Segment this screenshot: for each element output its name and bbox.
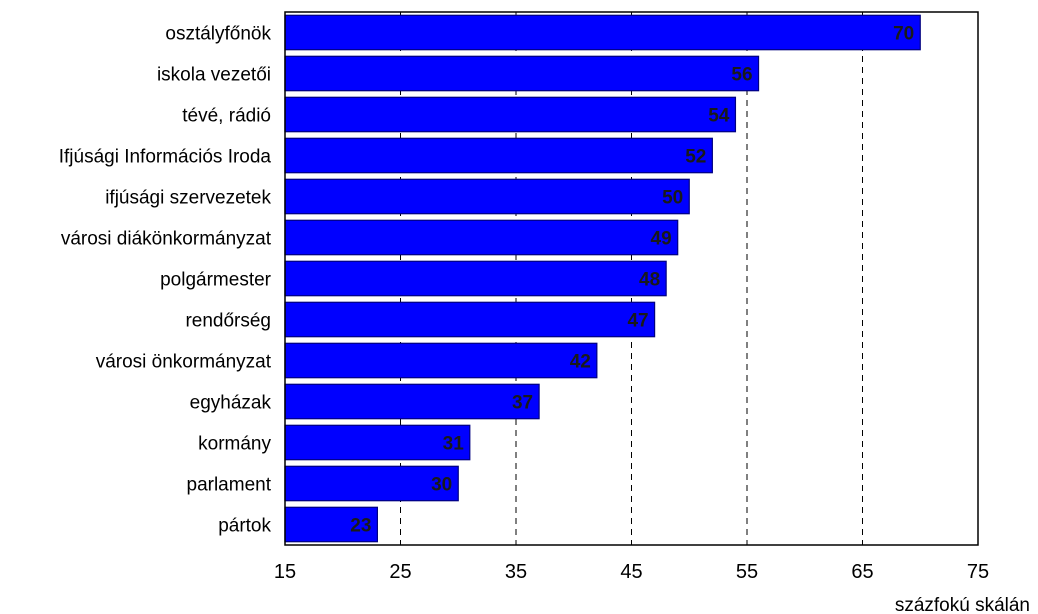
category-label: városi diákönkormányzat bbox=[61, 229, 272, 250]
category-label: egyházak bbox=[190, 393, 272, 414]
plot-frame bbox=[284, 11, 979, 546]
x-tick-label: 45 bbox=[620, 561, 642, 583]
bar bbox=[284, 14, 921, 51]
category-label: Ifjúsági Információs Iroda bbox=[59, 147, 272, 168]
x-tick-label: 55 bbox=[736, 561, 758, 583]
category-label: pártok bbox=[218, 516, 271, 537]
bar bbox=[284, 96, 737, 133]
value-label: 31 bbox=[443, 434, 465, 455]
x-axis-title: százfokú skálán bbox=[895, 595, 1030, 614]
x-tick-label: 35 bbox=[505, 561, 527, 583]
value-label: 37 bbox=[512, 393, 533, 414]
bar bbox=[284, 383, 540, 420]
category-label: rendőrség bbox=[185, 311, 271, 332]
value-label: 49 bbox=[651, 229, 672, 250]
category-label: tévé, rádió bbox=[182, 106, 271, 127]
bar bbox=[284, 260, 667, 297]
value-label: 30 bbox=[431, 475, 452, 496]
value-label: 47 bbox=[627, 311, 648, 332]
x-tick-label: 75 bbox=[967, 561, 989, 583]
bar bbox=[284, 342, 598, 379]
value-label: 54 bbox=[708, 106, 730, 127]
value-label: 48 bbox=[639, 270, 660, 291]
value-label: 70 bbox=[893, 24, 914, 45]
bars bbox=[284, 14, 921, 543]
value-label: 52 bbox=[685, 147, 706, 168]
x-tick-labels: 15 25 35 45 55 65 75 bbox=[274, 561, 989, 583]
value-label: 56 bbox=[731, 65, 752, 86]
value-label: 42 bbox=[570, 352, 591, 373]
x-tick-label: 25 bbox=[389, 561, 411, 583]
category-label: ifjúsági szervezetek bbox=[105, 188, 271, 209]
category-label: városi önkormányzat bbox=[96, 352, 272, 373]
bar bbox=[284, 137, 713, 174]
category-label: parlament bbox=[187, 475, 272, 496]
bar bbox=[284, 301, 656, 338]
bar bbox=[284, 55, 760, 92]
category-label: polgármester bbox=[160, 270, 272, 291]
category-label: iskola vezetői bbox=[157, 65, 271, 86]
bar bbox=[284, 178, 690, 215]
value-label: 23 bbox=[350, 516, 371, 537]
x-tick-label: 15 bbox=[274, 561, 296, 583]
bar bbox=[284, 506, 379, 543]
bar bbox=[284, 424, 471, 461]
category-label: kormány bbox=[198, 434, 271, 455]
bar bbox=[284, 219, 679, 256]
category-labels: osztályfőnök iskola vezetői tévé, rádió Ifj… bbox=[59, 24, 272, 537]
x-tick-label: 65 bbox=[851, 561, 873, 583]
category-label: osztályfőnök bbox=[165, 24, 271, 45]
value-label: 50 bbox=[662, 188, 683, 209]
